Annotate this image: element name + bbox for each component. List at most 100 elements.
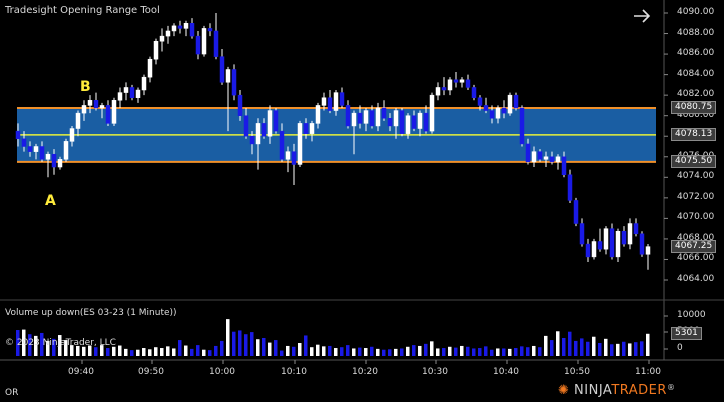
volume-bar xyxy=(382,350,386,356)
candle-body xyxy=(154,41,158,59)
volume-bar xyxy=(262,338,266,356)
arrow-right-icon[interactable] xyxy=(630,6,654,30)
volume-bar xyxy=(472,348,476,356)
volume-bar xyxy=(226,319,230,356)
candle-body xyxy=(274,111,278,132)
candle-body xyxy=(28,147,32,152)
volume-bar xyxy=(358,348,362,356)
candle-body xyxy=(544,157,548,160)
candle-body xyxy=(346,105,350,126)
volume-bar xyxy=(346,345,350,356)
candle-body xyxy=(58,159,62,167)
volume-bar xyxy=(130,350,134,356)
time-tick-label: 10:40 xyxy=(493,367,519,377)
volume-bar xyxy=(112,347,116,356)
candle-body xyxy=(574,200,578,223)
candle-body xyxy=(592,241,596,256)
volume-bar xyxy=(106,348,110,356)
volume-bar xyxy=(232,332,236,356)
candle-body xyxy=(220,57,224,83)
volume-bar xyxy=(310,347,314,356)
candle-body xyxy=(508,95,512,113)
time-tick-label: 10:30 xyxy=(422,367,448,377)
volume-bar xyxy=(316,345,320,356)
volume-bar xyxy=(118,346,122,356)
time-tick-label: 10:20 xyxy=(352,367,378,377)
volume-bar xyxy=(592,337,596,356)
volume-bar xyxy=(610,344,614,356)
volume-bar xyxy=(580,338,584,356)
volume-bar xyxy=(598,343,602,356)
brand-mark: ® xyxy=(667,383,676,392)
price-tick-label: 4086.00 xyxy=(677,48,714,58)
candle-body xyxy=(454,80,458,83)
candle-body xyxy=(550,157,554,162)
volume-bar xyxy=(364,348,368,356)
price-tag: 4080.75 xyxy=(671,101,716,114)
volume-bar xyxy=(388,349,392,356)
volume-bar xyxy=(538,347,542,356)
price-tick-label: 4074.00 xyxy=(677,171,714,181)
candle-body xyxy=(556,157,560,162)
candle-body xyxy=(568,175,572,201)
price-tick-label: 4064.00 xyxy=(677,274,714,284)
candle-body xyxy=(16,131,20,139)
candle-body xyxy=(460,80,464,83)
volume-bar xyxy=(184,346,188,356)
candle-body xyxy=(478,98,482,106)
candle-body xyxy=(466,80,470,88)
candle-body xyxy=(436,87,440,95)
volume-bar xyxy=(406,347,410,356)
candle-body xyxy=(22,139,26,147)
candle-body xyxy=(142,77,146,90)
candle-body xyxy=(202,28,206,54)
candle-body xyxy=(130,87,134,97)
volume-bar xyxy=(412,345,416,356)
candle-body xyxy=(400,111,404,134)
candle-body xyxy=(376,108,380,126)
volume-bar xyxy=(244,334,248,356)
candle-body xyxy=(442,87,446,90)
volume-bar xyxy=(214,346,218,356)
candle-body xyxy=(604,229,608,250)
brand-suffix: TRADER xyxy=(611,383,667,398)
volume-bar xyxy=(172,348,176,356)
candle-body xyxy=(532,152,536,162)
candle-body xyxy=(634,224,638,234)
candle-body xyxy=(502,108,506,113)
candle-body xyxy=(46,154,50,159)
candle-body xyxy=(208,28,212,31)
volume-bar xyxy=(250,332,254,356)
volume-tick-label: 10000 xyxy=(677,310,706,320)
candle-body xyxy=(64,141,68,159)
price-tag: 4078.13 xyxy=(671,128,716,141)
volume-tick-label: 0 xyxy=(677,343,683,353)
volume-bar xyxy=(304,335,308,356)
price-tick-label: 4070.00 xyxy=(677,212,714,222)
volume-bar xyxy=(478,348,482,356)
indicator-label: OR xyxy=(5,388,18,398)
volume-bar xyxy=(268,343,272,356)
volume-bar xyxy=(220,341,224,356)
candle-body xyxy=(580,224,584,245)
volume-bar xyxy=(496,348,500,356)
candle-body xyxy=(256,123,260,144)
candle-body xyxy=(238,95,242,116)
volume-bar xyxy=(646,334,650,356)
logo-mark-icon: ✺ xyxy=(558,383,569,398)
candle-body xyxy=(622,231,626,244)
volume-bar xyxy=(418,346,422,356)
candle-body xyxy=(598,241,602,249)
volume-bar xyxy=(256,339,260,356)
brand-prefix: NINJA xyxy=(574,383,611,398)
volume-bar xyxy=(436,348,440,356)
volume-bar xyxy=(442,348,446,356)
candle-body xyxy=(292,152,296,165)
volume-bar xyxy=(460,346,464,356)
candle-body xyxy=(616,231,620,257)
volume-bar xyxy=(352,348,356,356)
volume-bar xyxy=(328,346,332,356)
candle-body xyxy=(310,123,314,133)
price-tag: 4075.50 xyxy=(671,155,716,168)
